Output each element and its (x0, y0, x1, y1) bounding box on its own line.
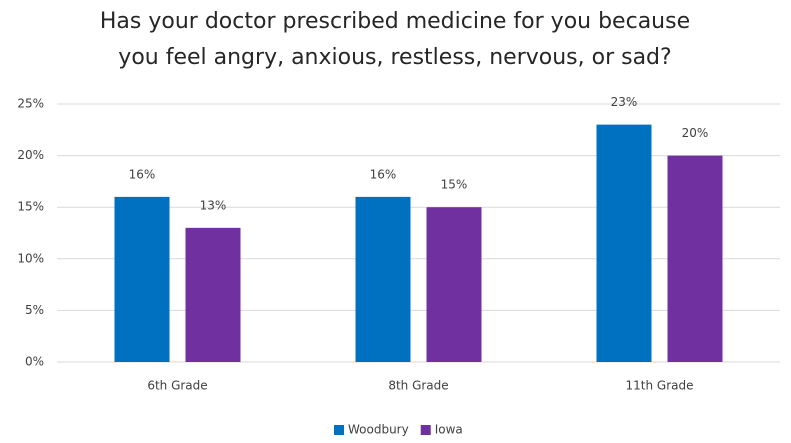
y-tick-label: 20% (17, 148, 44, 162)
data-label: 23% (611, 95, 638, 109)
bar (426, 207, 482, 362)
data-label: 16% (370, 167, 397, 181)
legend-label: Iowa (435, 423, 463, 437)
data-label: 16% (129, 167, 156, 181)
bar (185, 227, 241, 362)
legend-swatch (334, 425, 344, 435)
chart-title: Has your doctor prescribed medicine for … (100, 9, 690, 34)
bar (667, 155, 723, 362)
chart-title: you feel angry, anxious, restless, nervo… (118, 45, 671, 70)
y-tick-label: 0% (25, 355, 44, 369)
y-tick-label: 25% (17, 97, 44, 111)
data-label: 13% (200, 198, 227, 212)
y-tick-label: 5% (25, 303, 44, 317)
legend-swatch (420, 425, 431, 435)
data-label: 20% (682, 126, 709, 140)
data-label: 15% (441, 178, 468, 192)
y-tick-label: 10% (17, 251, 44, 265)
x-tick-label: 8th Grade (388, 379, 448, 393)
y-tick-label: 15% (17, 200, 44, 214)
bar (596, 124, 652, 362)
legend-label: Woodbury (348, 423, 409, 437)
x-tick-label: 6th Grade (147, 379, 207, 393)
bar (114, 196, 170, 362)
x-tick-label: 11th Grade (626, 379, 694, 393)
bar (355, 196, 411, 362)
